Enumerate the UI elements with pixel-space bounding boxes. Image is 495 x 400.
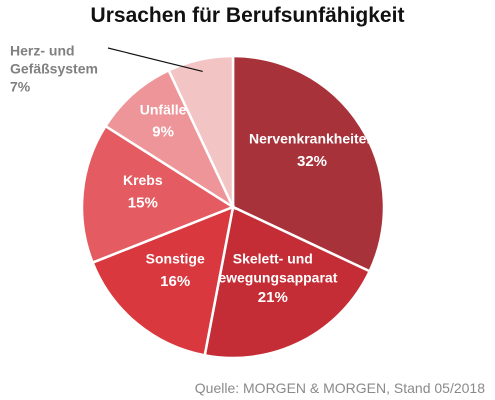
slice-label-herz-gefaesssystem: Gefäßsystem bbox=[10, 61, 98, 77]
slice-label-krebs: Krebs bbox=[123, 172, 163, 188]
value-label-unfaelle: 9% bbox=[152, 124, 174, 141]
source-note: Quelle: MORGEN & MORGEN, Stand 05/2018 bbox=[194, 380, 485, 396]
pie-slice-sonstige bbox=[90, 205, 235, 357]
slice-label-unfaelle: Unfälle bbox=[140, 101, 187, 117]
pie-slice-unfaelle bbox=[103, 68, 236, 211]
pie-slice-nervenkrankheiten bbox=[231, 54, 386, 273]
slice-label-skelett-bewegungsapparat: Bewegungsapparat bbox=[208, 270, 337, 286]
slice-label-sonstige: Sonstige bbox=[146, 251, 205, 267]
slice-label-nervenkrankheiten: Nervenkrankheiten bbox=[249, 131, 375, 147]
pie-slice-skelett-bewegungsapparat bbox=[203, 205, 372, 360]
value-label-skelett-bewegungsapparat: 21% bbox=[258, 289, 288, 306]
chart-title: Ursachen für Berufsunfähigkeit bbox=[90, 4, 405, 27]
slice-label-herz-gefaesssystem: Herz- und bbox=[10, 43, 75, 59]
value-label-sonstige: 16% bbox=[160, 273, 190, 290]
value-label-nervenkrankheiten: 32% bbox=[297, 153, 327, 170]
value-label-herz-gefaesssystem: 7% bbox=[10, 79, 31, 95]
value-label-krebs: 15% bbox=[128, 194, 158, 211]
slice-label-skelett-bewegungsapparat: Skelett- und bbox=[233, 251, 313, 267]
pie-slice-krebs bbox=[80, 124, 236, 265]
pie-slice-herz-gefaesssystem bbox=[167, 54, 235, 208]
leader-line-herz-gefaesssystem bbox=[107, 47, 203, 72]
